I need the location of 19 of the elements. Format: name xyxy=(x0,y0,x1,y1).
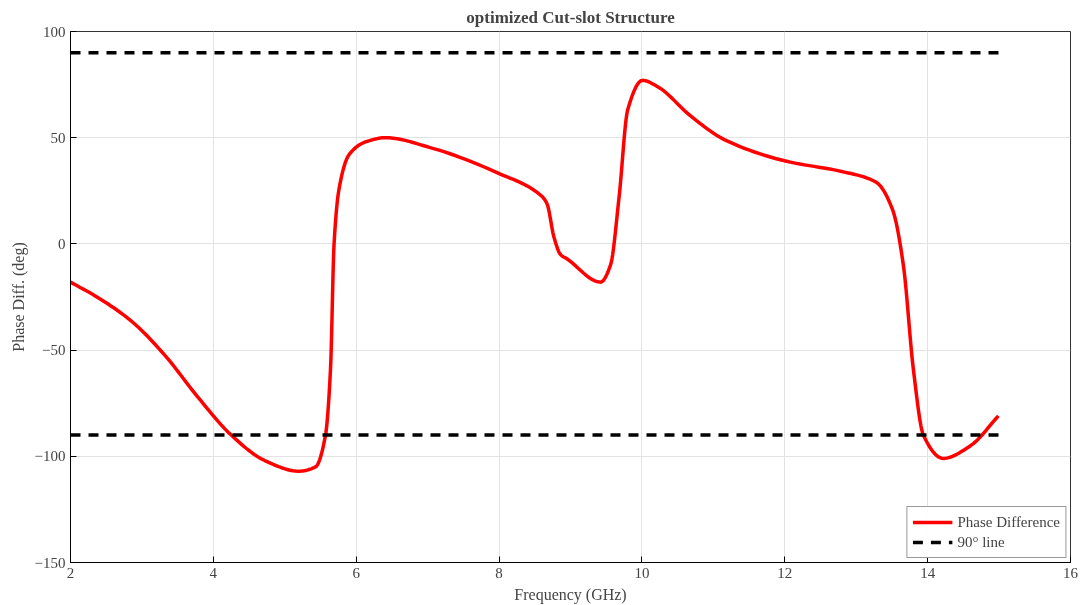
x-tick-label: 2 xyxy=(66,564,75,581)
x-tick-label: 16 xyxy=(1063,564,1079,581)
x-tick-label: 8 xyxy=(495,564,503,581)
legend-label: 90° line xyxy=(957,533,1005,551)
legend-label: Phase Difference xyxy=(957,513,1060,531)
y-tick-label: 100 xyxy=(43,23,66,40)
x-tick-label: 12 xyxy=(777,564,793,581)
x-tick-label: 4 xyxy=(209,564,218,581)
y-axis-title: Phase Diff. (deg) xyxy=(9,242,28,352)
chart-title: optimized Cut-slot Structure xyxy=(466,7,676,27)
y-tick-label: −100 xyxy=(34,448,66,465)
x-tick-label: 10 xyxy=(634,564,650,581)
y-tick-label: 0 xyxy=(58,235,66,252)
x-tick-label: 6 xyxy=(352,564,361,581)
y-tick-label: −50 xyxy=(42,342,66,359)
x-axis-title: Frequency (GHz) xyxy=(514,585,627,604)
y-tick-label: 50 xyxy=(50,129,66,146)
x-tick-label: 14 xyxy=(920,564,936,581)
y-tick-label: −150 xyxy=(34,554,66,571)
